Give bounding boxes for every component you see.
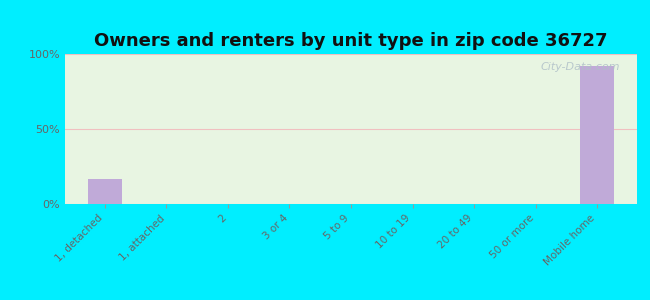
Title: Owners and renters by unit type in zip code 36727: Owners and renters by unit type in zip c… <box>94 32 608 50</box>
Bar <box>580 66 614 204</box>
Text: City-Data.com: City-Data.com <box>540 61 620 71</box>
Bar <box>88 178 122 204</box>
